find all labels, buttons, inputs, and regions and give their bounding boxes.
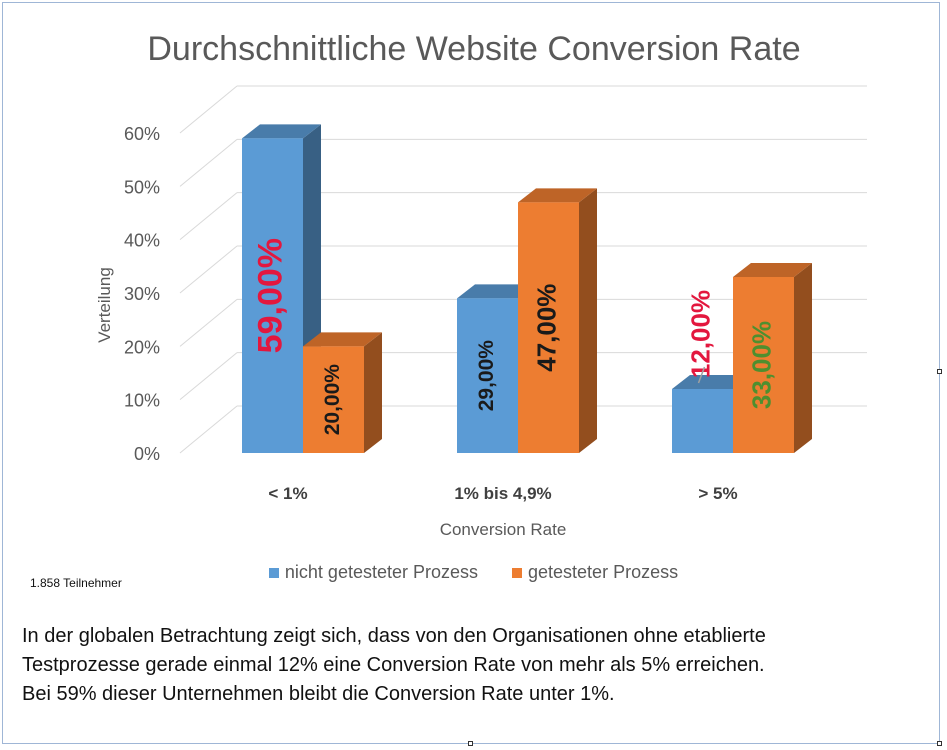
chart-caption: In der globalen Betrachtung zeigt sich, … <box>22 622 922 709</box>
y-tick-label: 60% <box>124 124 160 144</box>
leader-line <box>697 366 706 384</box>
bar-top <box>733 263 812 277</box>
chart-legend: nicht getesteter Prozess getesteter Proz… <box>0 562 947 583</box>
x-axis-label: Conversion Rate <box>440 520 567 539</box>
legend-label-tested: getesteter Prozess <box>528 562 679 582</box>
caption-line-1: In der globalen Betrachtung zeigt sich, … <box>22 625 766 647</box>
bar-front <box>672 389 733 453</box>
y-tick-label: 0% <box>134 444 160 464</box>
y-tick-label: 20% <box>124 337 160 357</box>
legend-swatch-orange <box>512 567 523 578</box>
y-tick-label: 40% <box>124 231 160 251</box>
data-label: 20,00% <box>321 364 344 436</box>
legend-entry-not-tested: nicht getesteter Prozess <box>268 562 479 583</box>
data-label: 47,00% <box>531 284 561 372</box>
y-tick-label: 50% <box>124 177 160 197</box>
grid-diagonal <box>179 405 238 454</box>
bar-side <box>579 188 597 454</box>
bar-top <box>303 332 382 347</box>
bar-side <box>794 263 812 453</box>
chart-title: Durchschnittliche Website Conversion Rat… <box>147 30 800 68</box>
caption-line-3: Bei 59% dieser Unternehmen bleibt die Co… <box>22 683 615 705</box>
bar-front <box>242 138 303 454</box>
y-axis-label: Verteilung <box>95 267 114 343</box>
grid-diagonal <box>179 192 238 241</box>
bars: 59,00% 29,00% 12,00% 20,00% 47,00% 33,00% < 1%… <box>242 124 812 503</box>
resize-handle-corner[interactable] <box>937 741 942 746</box>
data-label: 59,00% <box>251 238 289 353</box>
legend-swatch-blue <box>268 567 279 578</box>
grid-diagonal <box>179 138 238 187</box>
resize-handle-right[interactable] <box>937 369 942 374</box>
legend-label-not-tested: nicht getesteter Prozess <box>284 562 479 582</box>
data-label: 33,00% <box>746 321 776 409</box>
grid-diagonal <box>179 352 238 401</box>
y-tick-label: 30% <box>124 284 160 304</box>
bar <box>518 188 597 454</box>
x-tick-label: 1% bis 4,9% <box>454 484 551 503</box>
y-tick-label: 10% <box>124 391 160 411</box>
participant-count: 1.858 Teilnehmer <box>30 576 122 590</box>
grid-diagonal <box>179 85 238 134</box>
resize-handle-bottom[interactable] <box>468 741 473 746</box>
bar-front <box>303 346 364 453</box>
bar-top <box>457 284 536 299</box>
bar <box>733 263 812 453</box>
grid-diagonal <box>179 245 238 294</box>
grid-diagonal <box>179 298 238 347</box>
data-label: 12,00% <box>685 290 715 378</box>
bar-front <box>457 298 518 453</box>
caption-line-2: Testprozesse gerade einmal 12% eine Conv… <box>22 654 765 676</box>
bar-top <box>518 188 597 203</box>
bar-front <box>518 202 579 453</box>
data-label: 29,00% <box>475 340 498 412</box>
bar-front <box>733 277 794 453</box>
x-tick-label: < 1% <box>268 484 307 503</box>
legend-entry-tested: getesteter Prozess <box>512 562 678 583</box>
bar-top <box>242 124 321 139</box>
bar <box>303 332 382 453</box>
bar-side <box>364 332 382 453</box>
bar-top <box>672 375 751 389</box>
x-tick-label: > 5% <box>698 484 737 503</box>
